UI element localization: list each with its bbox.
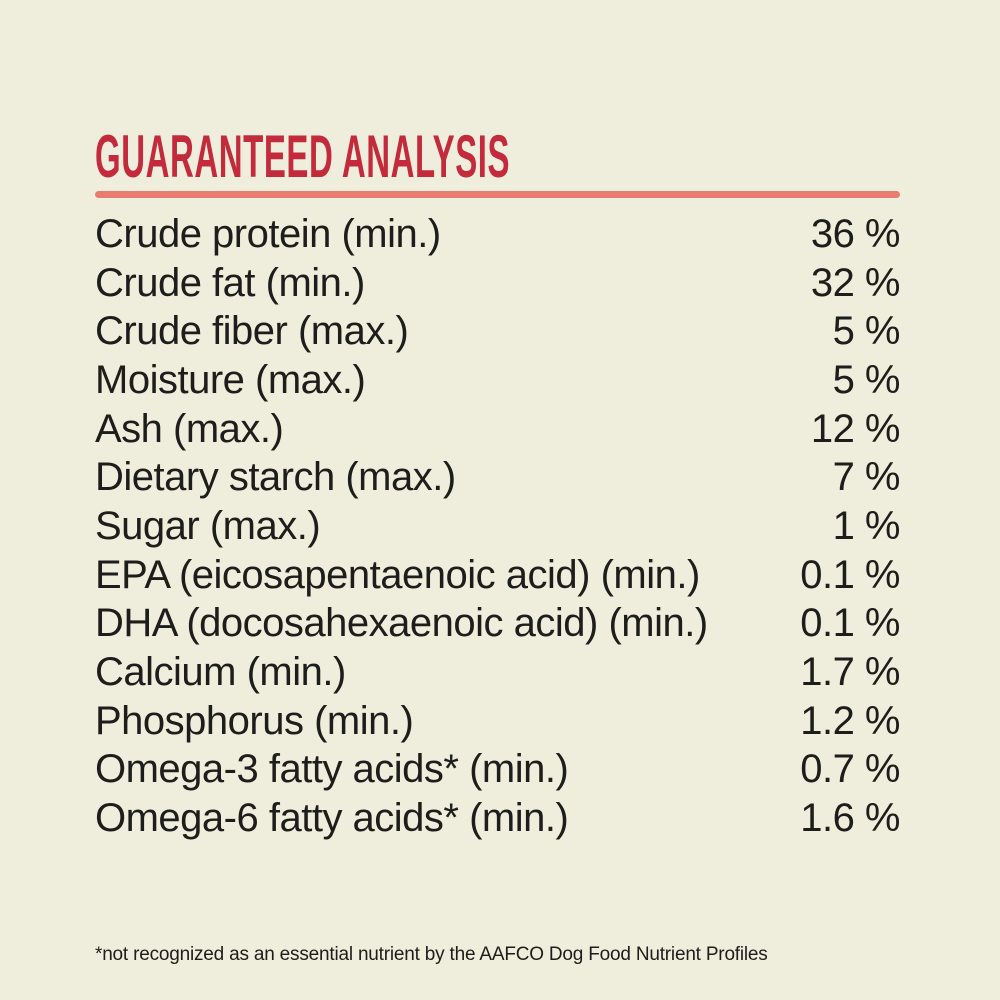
nutrient-row: Sugar (max.) 1 % [95,502,901,551]
nutrient-label: Crude fiber (max.) [95,309,409,354]
nutrient-label: Crude protein (min.) [95,211,441,256]
nutrient-label: EPA (eicosapentaenoic acid) (min.) [95,552,700,597]
nutrient-value: 1 % [832,503,901,548]
page-title-text: GUARANTEED ANALYSIS [95,123,511,190]
nutrient-value: 5 % [832,357,901,402]
nutrient-row: Dietary starch (max.) 7 % [95,453,901,502]
nutrient-value: 0.1 % [800,552,900,597]
nutrient-value: 7 % [832,455,901,500]
title-divider [95,191,900,198]
nutrient-value: 1.2 % [800,698,900,743]
nutrient-value: 1.7 % [800,650,900,695]
nutrient-label: Phosphorus (min.) [95,698,414,743]
nutrient-label: Dietary starch (max.) [95,455,456,500]
page-title: GUARANTEED ANALYSIS [95,127,850,187]
nutrient-row: Omega-3 fatty acids* (min.) 0.7 % [95,746,900,795]
nutrient-row: Crude protein (min.) 36 % [95,210,901,259]
nutrient-label: Moisture (max.) [95,357,366,402]
nutrient-label: Calcium (min.) [95,650,346,695]
nutrient-label: Ash (max.) [95,406,284,451]
nutrient-row: Omega-6 fatty acids* (min.) 1.6 % [95,794,900,843]
nutrient-row: Calcium (min.) 1.7 % [95,648,900,697]
nutrient-value: 32 % [810,260,901,305]
nutrient-row: Ash (max.) 12 % [95,405,901,454]
nutrient-label: Omega-6 fatty acids* (min.) [95,796,569,841]
nutrient-row: EPA (eicosapentaenoic acid) (min.) 0.1 % [95,551,900,600]
nutrient-value: 1.6 % [800,796,900,841]
guaranteed-analysis-table: Crude protein (min.) 36 % Crude fat (min… [95,210,901,843]
nutrient-value: 0.1 % [800,601,900,646]
nutrient-value: 0.7 % [800,747,900,792]
nutrient-row: Crude fiber (max.) 5 % [95,307,901,356]
nutrient-row: Moisture (max.) 5 % [95,356,901,405]
nutrient-label: Sugar (max.) [95,503,321,548]
nutrient-row: DHA (docosahexaenoic acid) (min.) 0.1 % [95,600,900,649]
nutrient-label: Omega-3 fatty acids* (min.) [95,747,569,792]
nutrient-value: 36 % [810,211,901,256]
footnote: *not recognized as an essential nutrient… [95,944,768,965]
nutrient-label: Crude fat (min.) [95,260,365,305]
nutrient-row: Phosphorus (min.) 1.2 % [95,697,900,746]
nutrient-row: Crude fat (min.) 32 % [95,259,901,308]
nutrient-label: DHA (docosahexaenoic acid) (min.) [95,601,708,646]
nutrient-value: 12 % [810,406,901,451]
nutrient-value: 5 % [832,309,901,354]
